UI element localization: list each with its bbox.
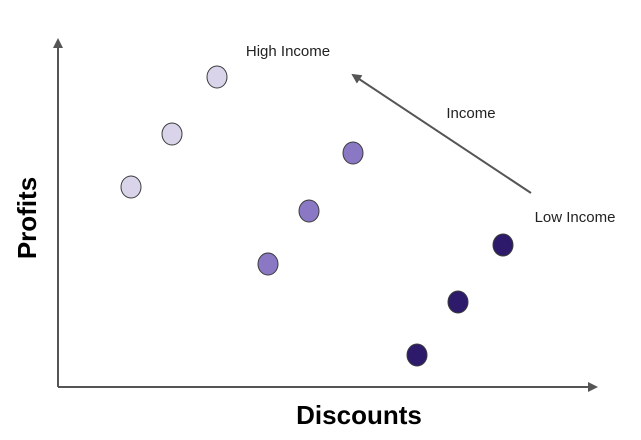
mid-income-dot <box>257 252 279 276</box>
income-label: Income <box>446 105 495 122</box>
high-income-dot <box>120 175 142 199</box>
high-income-dot <box>161 122 183 146</box>
low-income-dot <box>447 290 469 314</box>
y-axis-title: Profits <box>12 177 42 259</box>
high-income-label: High Income <box>246 43 330 60</box>
low-income-label: Low Income <box>535 209 616 226</box>
x-axis-title: Discounts <box>296 400 422 430</box>
low-income-dot <box>492 233 514 257</box>
income-trend-arrow <box>351 73 532 194</box>
mid-income-dot <box>298 199 320 223</box>
low-income-dot <box>406 343 428 367</box>
high-income-dot <box>206 65 228 89</box>
mid-income-dot <box>342 141 364 165</box>
